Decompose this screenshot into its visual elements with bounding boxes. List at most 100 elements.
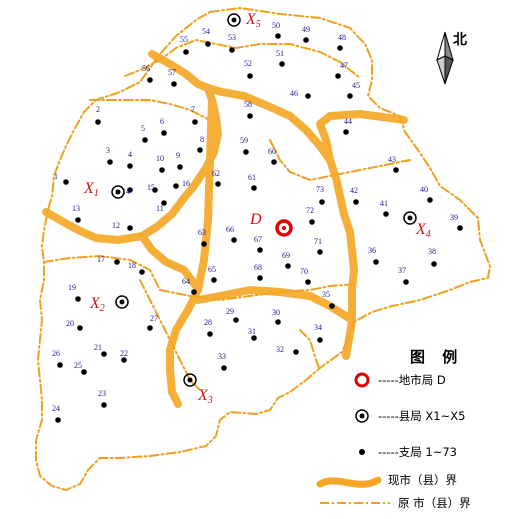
branch-dot-49[interactable] — [303, 37, 309, 43]
branch-dot-17[interactable] — [114, 259, 120, 265]
legend-branch-text: -----支局 1~73 — [378, 445, 457, 459]
branch-dot-61[interactable] — [251, 185, 257, 191]
boundary-north — [204, 84, 358, 360]
county-label-x3: X3 — [197, 387, 213, 406]
branch-number-58: 58 — [244, 100, 252, 109]
branch-dot-37[interactable] — [403, 279, 409, 285]
branch-dot-8[interactable] — [197, 147, 203, 153]
branch-dot-24[interactable] — [55, 417, 61, 423]
county-label-x1: X1 — [83, 180, 99, 199]
branch-dot-23[interactable] — [101, 402, 107, 408]
legend-current-boundary-text: 现市（县）界 — [388, 473, 457, 487]
branch-dot-68[interactable] — [257, 275, 263, 281]
branch-dot-42[interactable] — [353, 199, 359, 205]
branch-dot-4[interactable] — [127, 163, 133, 169]
branch-dot-69[interactable] — [285, 263, 291, 269]
branch-dot-7[interactable] — [192, 119, 198, 125]
branch-dot-2[interactable] — [95, 119, 101, 125]
branch-dot-38[interactable] — [431, 261, 437, 267]
branch-number-55: 55 — [180, 35, 188, 44]
legend-original-boundary-text: 原 市（县）界 — [398, 496, 471, 510]
branch-number-29: 29 — [226, 307, 234, 316]
county-labels: X1 X2 X3 X4 X5 — [83, 11, 431, 406]
branch-dot-6[interactable] — [161, 130, 167, 136]
branch-dot-73[interactable] — [319, 199, 325, 205]
branch-dot-45[interactable] — [347, 93, 353, 99]
branch-dot-60[interactable] — [271, 159, 277, 165]
branch-dot-70[interactable] — [305, 279, 311, 285]
branch-number-40: 40 — [420, 185, 428, 194]
branch-dot-28[interactable] — [207, 331, 213, 337]
city-office-d[interactable] — [275, 219, 293, 237]
branch-dot-3[interactable] — [107, 159, 113, 165]
branch-dot-64[interactable] — [191, 289, 197, 295]
branch-dot-71[interactable] — [317, 249, 323, 255]
branch-dot-5[interactable] — [142, 137, 148, 143]
branch-dot-16[interactable] — [173, 183, 179, 189]
branch-dot-9[interactable] — [177, 164, 183, 170]
county-office-x2[interactable] — [115, 295, 129, 309]
branch-number-41: 41 — [380, 199, 388, 208]
branch-dot-10[interactable] — [159, 167, 165, 173]
branch-number-34: 34 — [314, 323, 322, 332]
branch-dot-44[interactable] — [343, 129, 349, 135]
branch-number-20: 20 — [66, 319, 74, 328]
branch-dot-67[interactable] — [257, 247, 263, 253]
branch-dot-59[interactable] — [243, 149, 249, 155]
branch-number-49: 49 — [302, 25, 310, 34]
legend-current-boundary-line — [316, 476, 382, 488]
branch-dot-52[interactable] — [247, 73, 253, 79]
branch-dot-56[interactable] — [147, 77, 153, 83]
branch-number-33: 33 — [218, 352, 226, 361]
county-office-x5[interactable] — [227, 13, 241, 27]
branch-dot-41[interactable] — [383, 211, 389, 217]
branch-dot-40[interactable] — [427, 197, 433, 203]
branch-dot-66[interactable] — [231, 237, 237, 243]
branch-dot-39[interactable] — [457, 225, 463, 231]
branch-dot-58[interactable] — [247, 113, 253, 119]
branch-dot-21[interactable] — [101, 351, 107, 357]
branch-dot-65[interactable] — [211, 277, 217, 283]
inner-boundary-west — [89, 99, 211, 121]
county-office-x3[interactable] — [183, 373, 197, 387]
branch-dot-30[interactable] — [275, 319, 281, 325]
branch-dot-20[interactable] — [77, 325, 83, 331]
branch-dot-62[interactable] — [215, 181, 221, 187]
branch-dot-50[interactable] — [275, 33, 281, 39]
branch-number-54: 54 — [202, 27, 210, 36]
branch-number-37: 37 — [398, 266, 406, 275]
branch-dot-29[interactable] — [233, 317, 239, 323]
branch-dot-34[interactable] — [317, 337, 323, 343]
branch-dot-11[interactable] — [161, 200, 167, 206]
branch-dot-53[interactable] — [229, 47, 235, 53]
branch-dot-57[interactable] — [171, 81, 177, 87]
branch-dot-13[interactable] — [75, 217, 81, 223]
branch-dot-46[interactable] — [305, 93, 311, 99]
branch-dot-51[interactable] — [279, 61, 285, 67]
county-office-x4[interactable] — [403, 211, 417, 225]
branch-dot-14[interactable] — [127, 187, 133, 193]
branch-dot-22[interactable] — [121, 357, 127, 363]
branch-dot-1[interactable] — [63, 179, 69, 185]
branch-dot-35[interactable] — [329, 303, 335, 309]
branch-dot-27[interactable] — [147, 325, 153, 331]
branch-dot-47[interactable] — [335, 73, 341, 79]
branch-dot-33[interactable] — [221, 365, 227, 371]
branch-dot-32[interactable] — [293, 349, 299, 355]
branch-dot-15[interactable] — [152, 187, 158, 193]
branch-dot-18[interactable] — [139, 269, 145, 275]
branch-dot-31[interactable] — [251, 335, 257, 341]
branch-dot-55[interactable] — [183, 49, 189, 55]
branch-number-26: 26 — [52, 349, 60, 358]
branch-dot-54[interactable] — [205, 41, 211, 47]
branch-dot-72[interactable] — [309, 219, 315, 225]
branch-dot-36[interactable] — [373, 259, 379, 265]
branch-dot-12[interactable] — [127, 225, 133, 231]
branch-dot-26[interactable] — [57, 362, 63, 368]
branch-dot-63[interactable] — [201, 241, 207, 247]
county-office-x1[interactable] — [111, 185, 125, 199]
branch-dot-19[interactable] — [75, 296, 81, 302]
branch-dot-25[interactable] — [81, 369, 87, 375]
branch-dot-43[interactable] — [393, 167, 399, 173]
branch-dot-48[interactable] — [337, 45, 343, 51]
